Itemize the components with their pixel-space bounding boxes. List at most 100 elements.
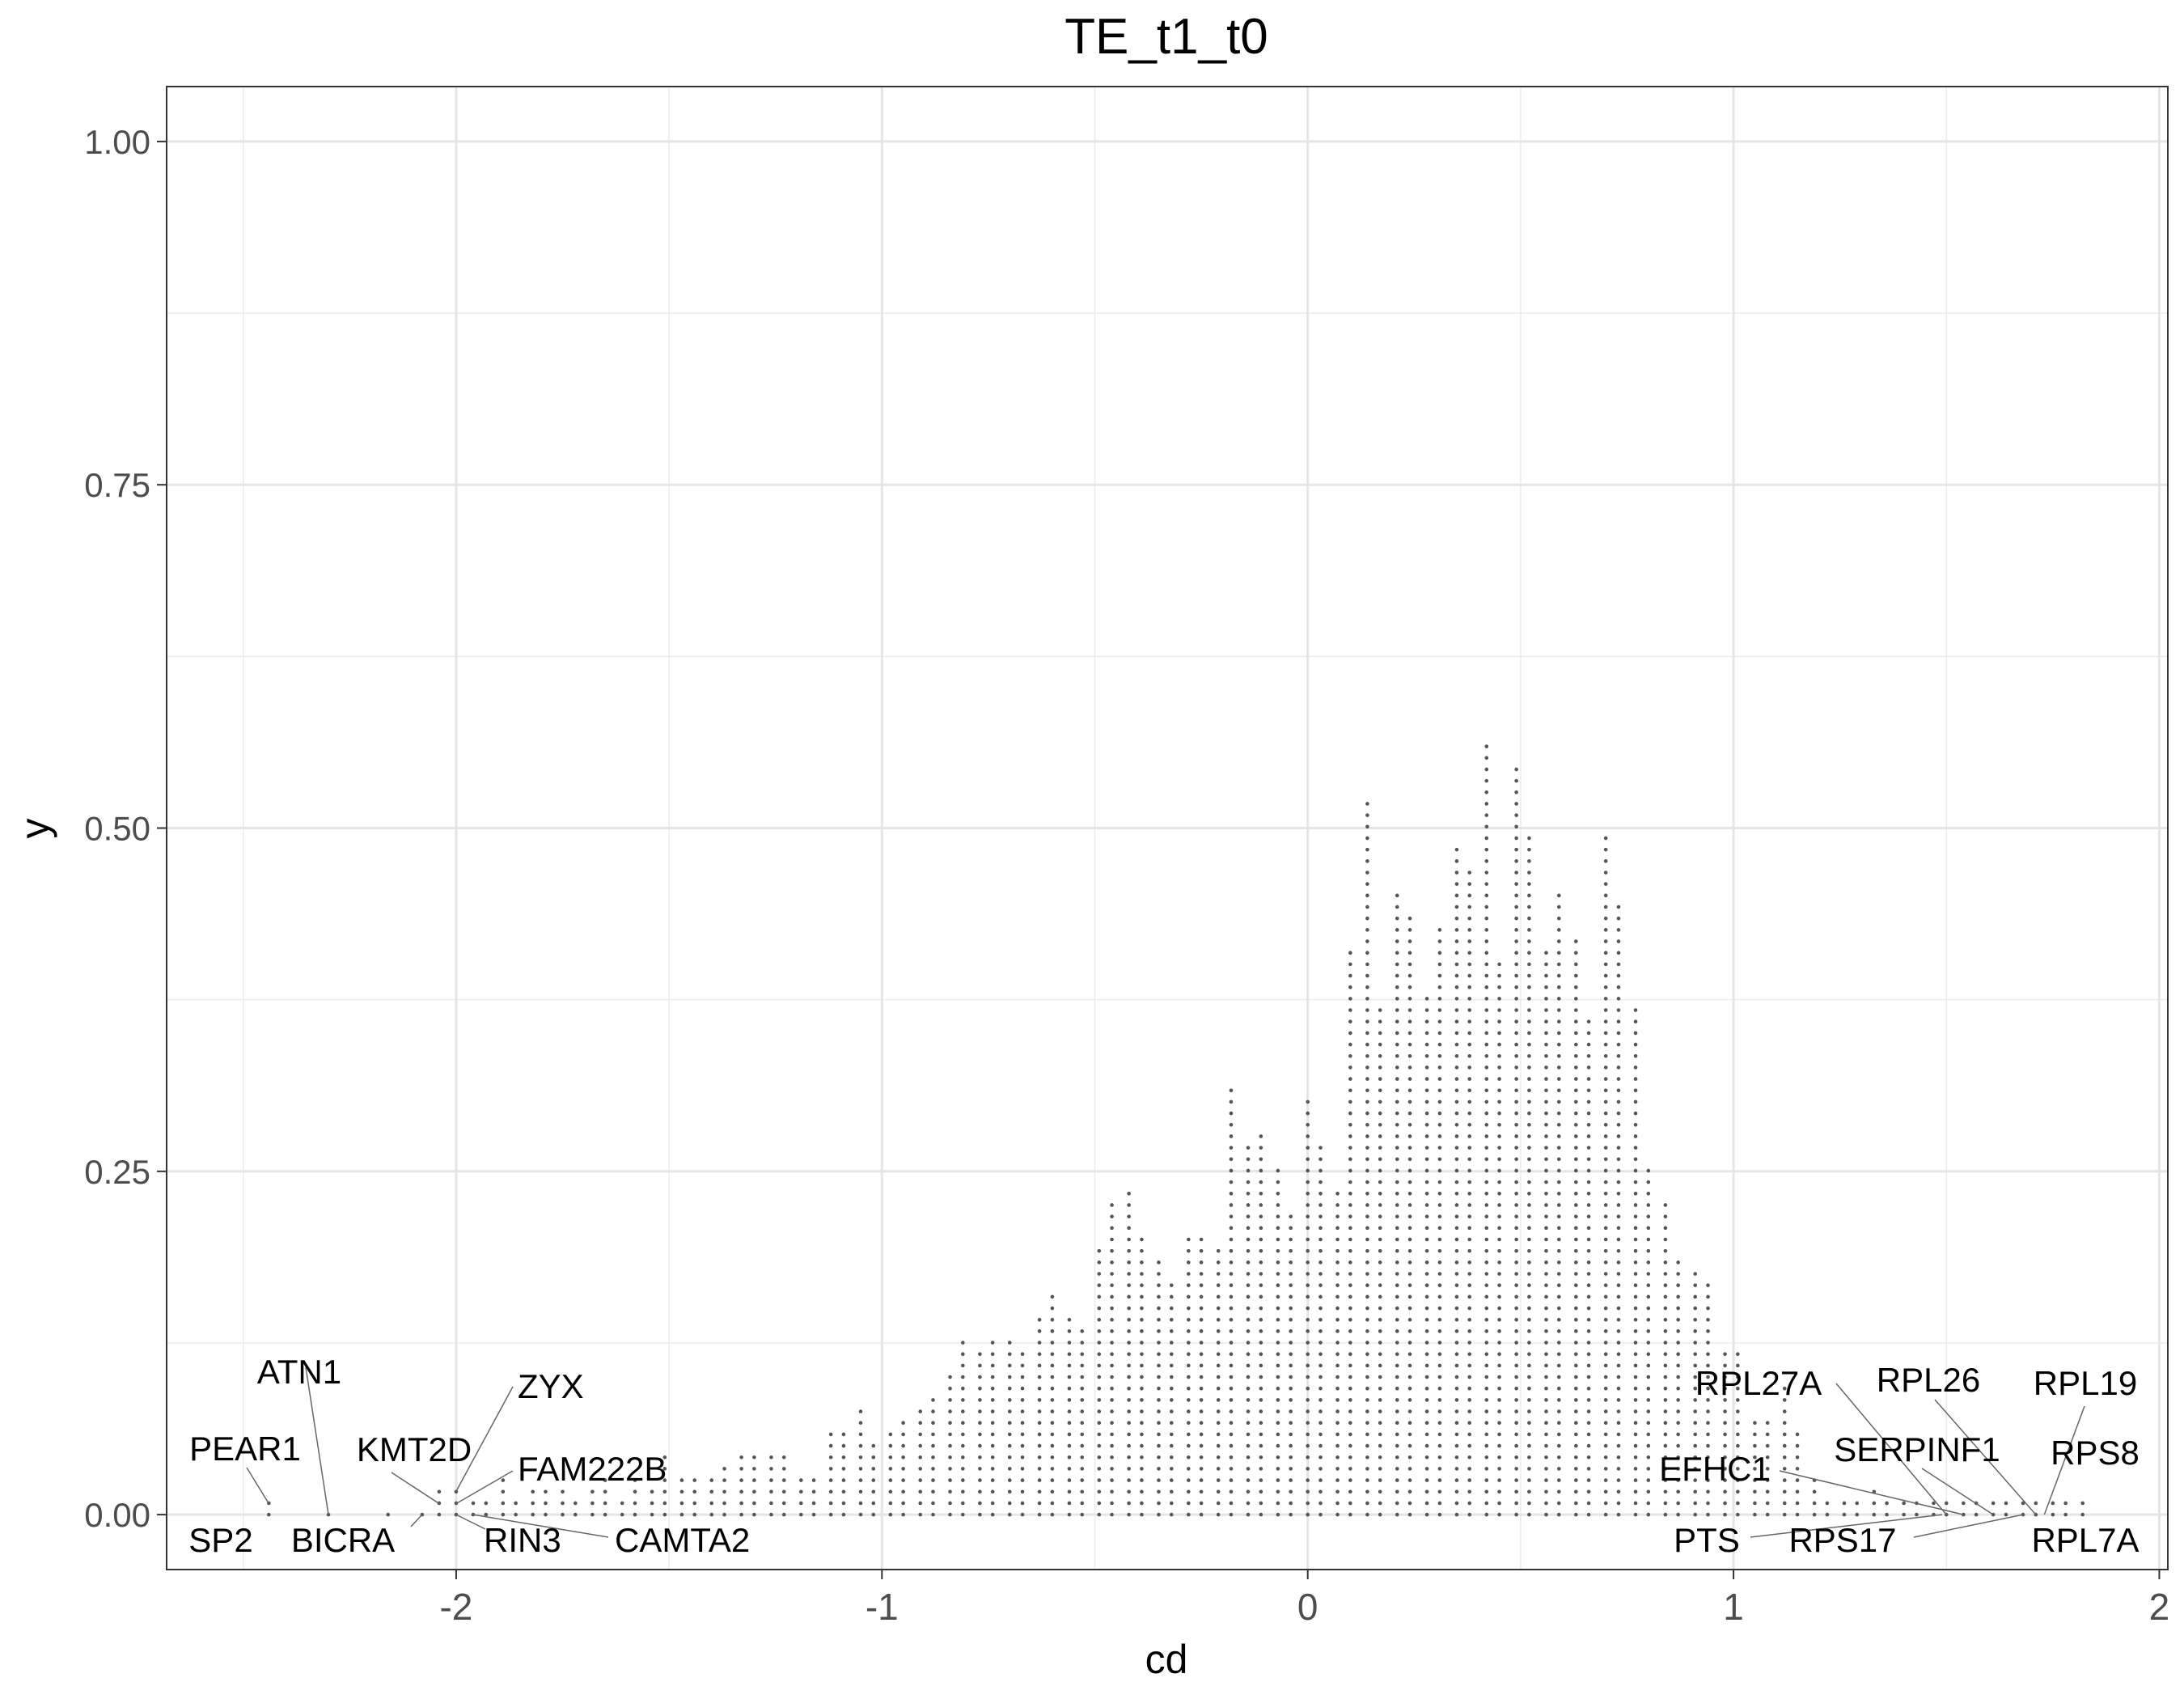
data-dot <box>1424 1214 1429 1218</box>
data-dot <box>1037 1375 1042 1379</box>
data-dot <box>1574 962 1578 967</box>
data-dot <box>1276 1421 1280 1426</box>
data-dot <box>1365 1237 1369 1242</box>
data-dot <box>1676 1443 1680 1448</box>
data-dot <box>1484 756 1489 761</box>
data-dot <box>828 1455 833 1460</box>
data-dot <box>662 1478 667 1482</box>
data-dot <box>1603 1146 1608 1150</box>
data-dot <box>1157 1455 1161 1460</box>
data-dot <box>1484 767 1489 772</box>
data-dot <box>990 1443 995 1448</box>
data-dot <box>871 1455 876 1460</box>
data-dot <box>1663 1237 1668 1242</box>
data-dot <box>1276 1237 1280 1242</box>
data-dot <box>1574 1192 1578 1196</box>
data-dot <box>1276 1432 1280 1437</box>
data-dot <box>1693 1375 1698 1379</box>
data-dot <box>1765 1421 1770 1426</box>
data-dot <box>1407 1317 1412 1322</box>
data-dot <box>1663 1432 1668 1437</box>
data-dot <box>1110 1260 1114 1265</box>
data-dot <box>978 1467 982 1471</box>
data-dot <box>1484 824 1489 829</box>
data-dot <box>1169 1478 1174 1482</box>
data-dot <box>1454 962 1459 967</box>
data-dot <box>961 1398 965 1402</box>
data-dot <box>1365 1352 1369 1357</box>
data-dot <box>1556 1214 1561 1218</box>
data-dot <box>1097 1386 1102 1391</box>
data-dot <box>1633 1146 1638 1150</box>
data-dot <box>1527 1111 1531 1116</box>
data-dot <box>1527 1432 1531 1437</box>
data-dot <box>1169 1467 1174 1471</box>
data-dot <box>888 1501 893 1506</box>
data-dot <box>1407 1088 1412 1093</box>
data-dot <box>1484 1455 1489 1460</box>
data-dot <box>811 1501 816 1506</box>
data-dot <box>1246 1180 1251 1184</box>
data-dot <box>1544 1409 1548 1413</box>
data-dot <box>1514 1111 1518 1116</box>
data-dot <box>1187 1248 1191 1253</box>
data-dot <box>1229 1122 1234 1127</box>
data-dot <box>1646 1398 1651 1402</box>
data-dot <box>1437 1088 1442 1093</box>
data-dot <box>1140 1294 1144 1299</box>
data-dot <box>1633 1226 1638 1231</box>
data-dot <box>1437 1053 1442 1058</box>
data-dot <box>841 1443 846 1448</box>
data-dot <box>1140 1329 1144 1333</box>
data-dot <box>1633 1053 1638 1058</box>
data-dot <box>1514 778 1518 783</box>
data-dot <box>858 1489 863 1494</box>
data-dot <box>1365 1294 1369 1299</box>
data-dot <box>1378 1031 1382 1036</box>
data-dot <box>1365 1306 1369 1311</box>
data-dot <box>1365 985 1369 989</box>
data-dot <box>1229 1111 1234 1116</box>
data-dot <box>1318 1214 1323 1218</box>
data-dot <box>1484 836 1489 841</box>
data-dot <box>1556 997 1561 1001</box>
data-dot <box>1229 1157 1234 1162</box>
data-dot <box>1812 1501 1817 1506</box>
data-dot <box>1187 1409 1191 1413</box>
data-dot <box>1633 1501 1638 1506</box>
data-dots <box>267 744 2085 1517</box>
data-dot <box>1497 1226 1501 1231</box>
data-dot <box>1915 1512 1919 1517</box>
data-dot <box>1020 1398 1025 1402</box>
data-dot <box>1514 1341 1518 1345</box>
data-dot <box>1407 1237 1412 1242</box>
data-dot <box>1454 1317 1459 1322</box>
leader-line <box>246 1467 269 1504</box>
data-dot <box>1633 1134 1638 1138</box>
data-dot <box>1586 1260 1591 1265</box>
data-dot <box>1467 1019 1472 1024</box>
data-dot <box>1348 1294 1352 1299</box>
data-dot <box>1544 1042 1548 1047</box>
data-dot <box>1335 1398 1340 1402</box>
data-dot <box>1932 1501 1936 1506</box>
data-dot <box>1348 1467 1352 1471</box>
data-dot <box>931 1443 935 1448</box>
data-dot <box>1586 1421 1591 1426</box>
data-dot <box>1395 1053 1399 1058</box>
data-dot <box>1199 1421 1204 1426</box>
data-dot <box>544 1512 548 1517</box>
data-dot <box>1586 1478 1591 1482</box>
data-dot <box>1157 1478 1161 1482</box>
data-dot <box>662 1501 667 1506</box>
data-dot <box>1663 1421 1668 1426</box>
data-dot <box>1187 1272 1191 1276</box>
data-dot <box>1527 1443 1531 1448</box>
data-dot <box>1276 1443 1280 1448</box>
data-dot <box>1169 1294 1174 1299</box>
data-dot <box>1646 1329 1651 1333</box>
data-dot <box>1467 1099 1472 1104</box>
data-dot <box>1395 962 1399 967</box>
data-dot <box>1127 1443 1131 1448</box>
